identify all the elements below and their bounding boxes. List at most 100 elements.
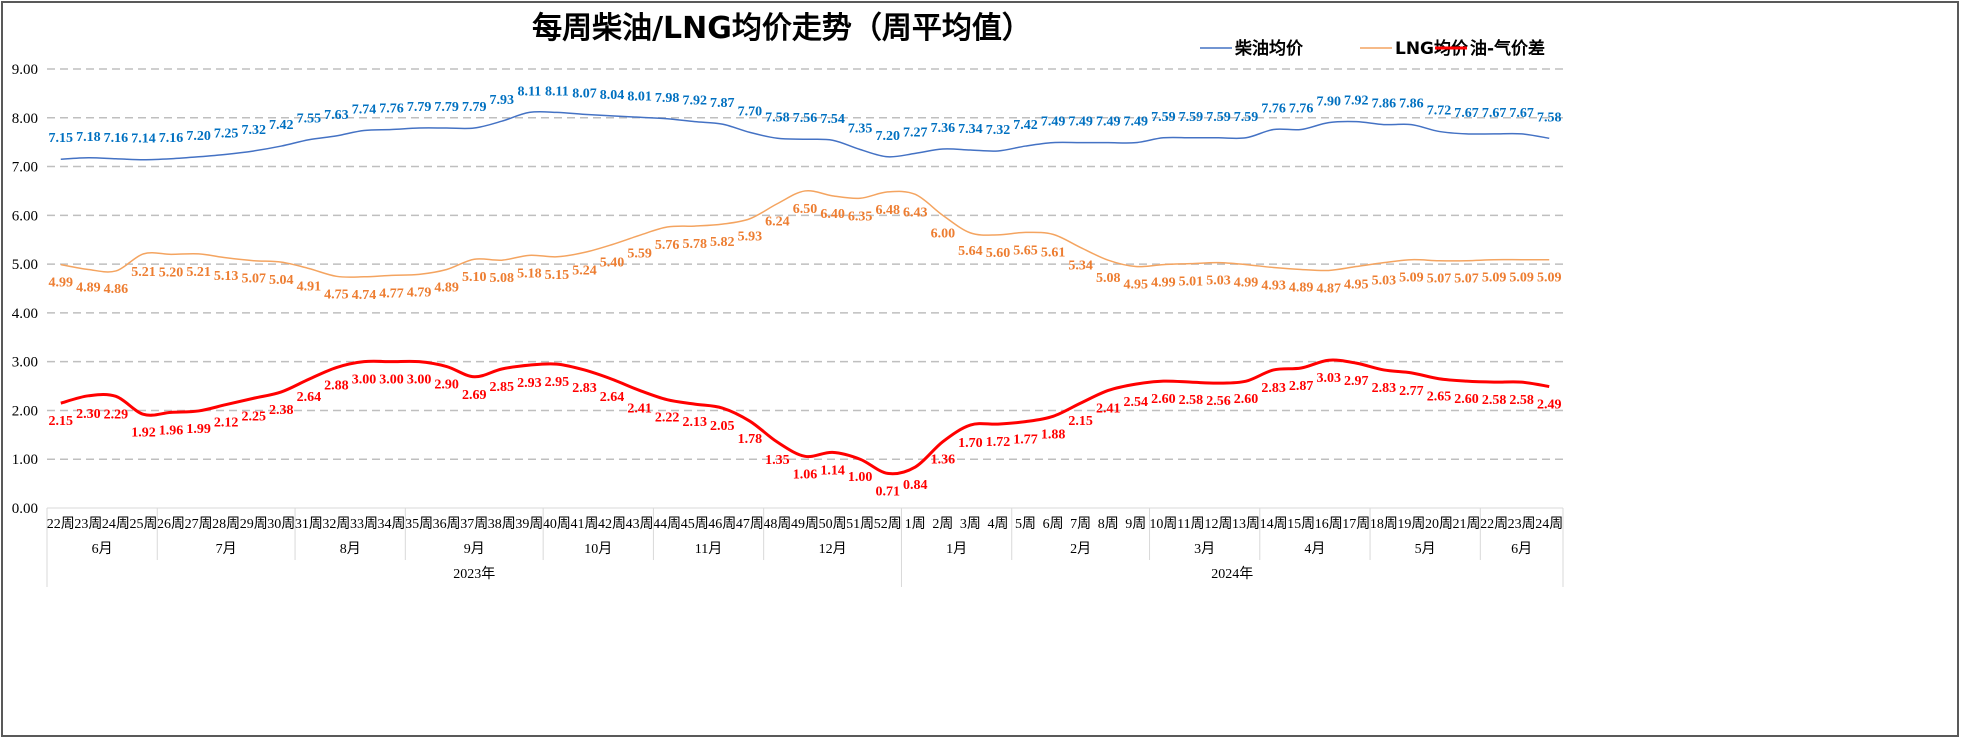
year-label: 2023年 [453, 566, 495, 582]
data-label: 5.07 [241, 272, 266, 287]
data-label: 8.01 [627, 89, 652, 104]
data-label: 4.99 [1151, 276, 1176, 291]
data-label: 4.89 [76, 280, 101, 295]
x-tick-label: 16周 [1315, 517, 1343, 532]
data-label: 2.64 [600, 390, 625, 405]
data-label: 7.49 [1096, 115, 1121, 130]
x-tick-label: 32周 [322, 517, 350, 532]
x-tick-label: 10周 [1149, 517, 1177, 532]
month-label: 11月 [695, 541, 722, 557]
data-label: 8.11 [517, 84, 541, 99]
data-label: 5.13 [214, 269, 239, 284]
x-tick-label: 33周 [350, 517, 378, 532]
data-label: 4.99 [49, 276, 74, 291]
data-label: 7.35 [848, 121, 873, 136]
month-label: 7月 [216, 541, 237, 557]
data-label: 5.09 [1482, 271, 1507, 286]
x-tick-label: 22周 [47, 517, 75, 532]
data-label: 3.00 [379, 373, 404, 388]
x-tick-label: 41周 [570, 517, 598, 532]
data-label: 7.98 [655, 91, 680, 106]
x-tick-label: 50周 [819, 517, 847, 532]
data-label: 5.21 [186, 265, 211, 280]
data-label: 2.83 [572, 381, 597, 396]
data-label: 7.79 [407, 100, 432, 115]
data-label: 2.41 [627, 401, 652, 416]
data-label: 7.93 [490, 93, 515, 108]
data-label: 5.01 [1179, 275, 1204, 290]
data-label: 7.27 [903, 125, 928, 140]
data-label: 7.14 [131, 132, 156, 147]
x-tick-label: 26周 [157, 517, 185, 532]
data-label: 2.83 [1372, 381, 1397, 396]
data-label: 7.79 [462, 100, 487, 115]
x-tick-label: 42周 [598, 517, 626, 532]
data-label: 7.42 [1013, 118, 1038, 133]
data-label: 5.82 [710, 235, 735, 250]
data-label: 5.09 [1399, 271, 1424, 286]
x-tick-label: 9周 [1125, 517, 1146, 532]
x-tick-label: 21周 [1453, 517, 1481, 532]
gridlines [47, 68, 1563, 460]
data-label: 7.72 [1427, 103, 1452, 118]
legend-label: LNG均价 [1395, 38, 1469, 59]
data-label: 4.79 [407, 285, 432, 300]
x-tick-label: 27周 [185, 517, 213, 532]
data-label: 6.00 [931, 226, 956, 241]
data-label: 2.60 [1454, 392, 1479, 407]
chart-title: 每周柴油/LNG均价走势（周平均值） [532, 11, 1032, 46]
data-label: 7.49 [1124, 115, 1149, 130]
data-label: 5.04 [269, 273, 294, 288]
x-tick-label: 23周 [74, 517, 102, 532]
month-label: 8月 [340, 541, 361, 557]
data-label: 5.64 [958, 244, 983, 259]
x-tick-label: 34周 [378, 517, 406, 532]
data-label: 5.03 [1372, 274, 1397, 289]
month-label: 12月 [819, 541, 847, 557]
data-label: 4.74 [352, 288, 377, 303]
data-label: 5.76 [655, 238, 680, 253]
y-axis: 0.00 1.00 2.00 3.00 4.00 5.00 6.00 7.00 8.00 9.00 [12, 62, 38, 517]
month-label: 2月 [1070, 541, 1091, 557]
x-tick-label: 46周 [708, 517, 736, 532]
data-label: 6.24 [765, 215, 790, 230]
data-label: 5.34 [1068, 259, 1093, 274]
data-label: 1.70 [958, 436, 983, 451]
data-label: 6.35 [848, 209, 873, 224]
x-tick-label: 8周 [1098, 517, 1119, 532]
data-label: 7.32 [986, 123, 1011, 138]
data-label: 7.20 [875, 129, 900, 144]
month-label: 6月 [92, 541, 113, 557]
data-label: 5.07 [1454, 272, 1479, 287]
y-tick-label: 7.00 [12, 160, 38, 176]
x-tick-label: 35周 [405, 517, 433, 532]
x-tick-label: 49周 [791, 517, 819, 532]
data-label: 4.86 [104, 282, 129, 297]
month-label: 6月 [1511, 541, 1532, 557]
data-label: 7.76 [1261, 101, 1286, 116]
data-label: 7.20 [186, 129, 211, 144]
data-label: 7.59 [1179, 110, 1204, 125]
month-label: 3月 [1194, 541, 1215, 557]
data-label: 2.90 [434, 378, 459, 393]
year-label: 2024年 [1211, 566, 1253, 582]
x-tick-label: 15周 [1287, 517, 1315, 532]
x-tick-label: 20周 [1425, 517, 1453, 532]
x-tick-label: 36周 [433, 517, 461, 532]
data-label: 2.85 [490, 380, 515, 395]
data-label: 2.97 [1344, 374, 1369, 389]
x-tick-label: 37周 [460, 517, 488, 532]
data-label: 5.59 [627, 246, 652, 261]
data-label: 5.09 [1537, 271, 1562, 286]
data-label: 2.88 [324, 379, 349, 394]
y-tick-label: 2.00 [12, 403, 38, 419]
data-label: 6.48 [875, 203, 900, 218]
data-label: 2.69 [462, 388, 487, 403]
y-tick-label: 9.00 [12, 62, 38, 78]
data-label: 1.14 [820, 463, 845, 478]
data-label: 2.58 [1179, 393, 1204, 408]
data-label: 7.16 [104, 131, 129, 146]
data-label: 2.25 [241, 409, 266, 424]
